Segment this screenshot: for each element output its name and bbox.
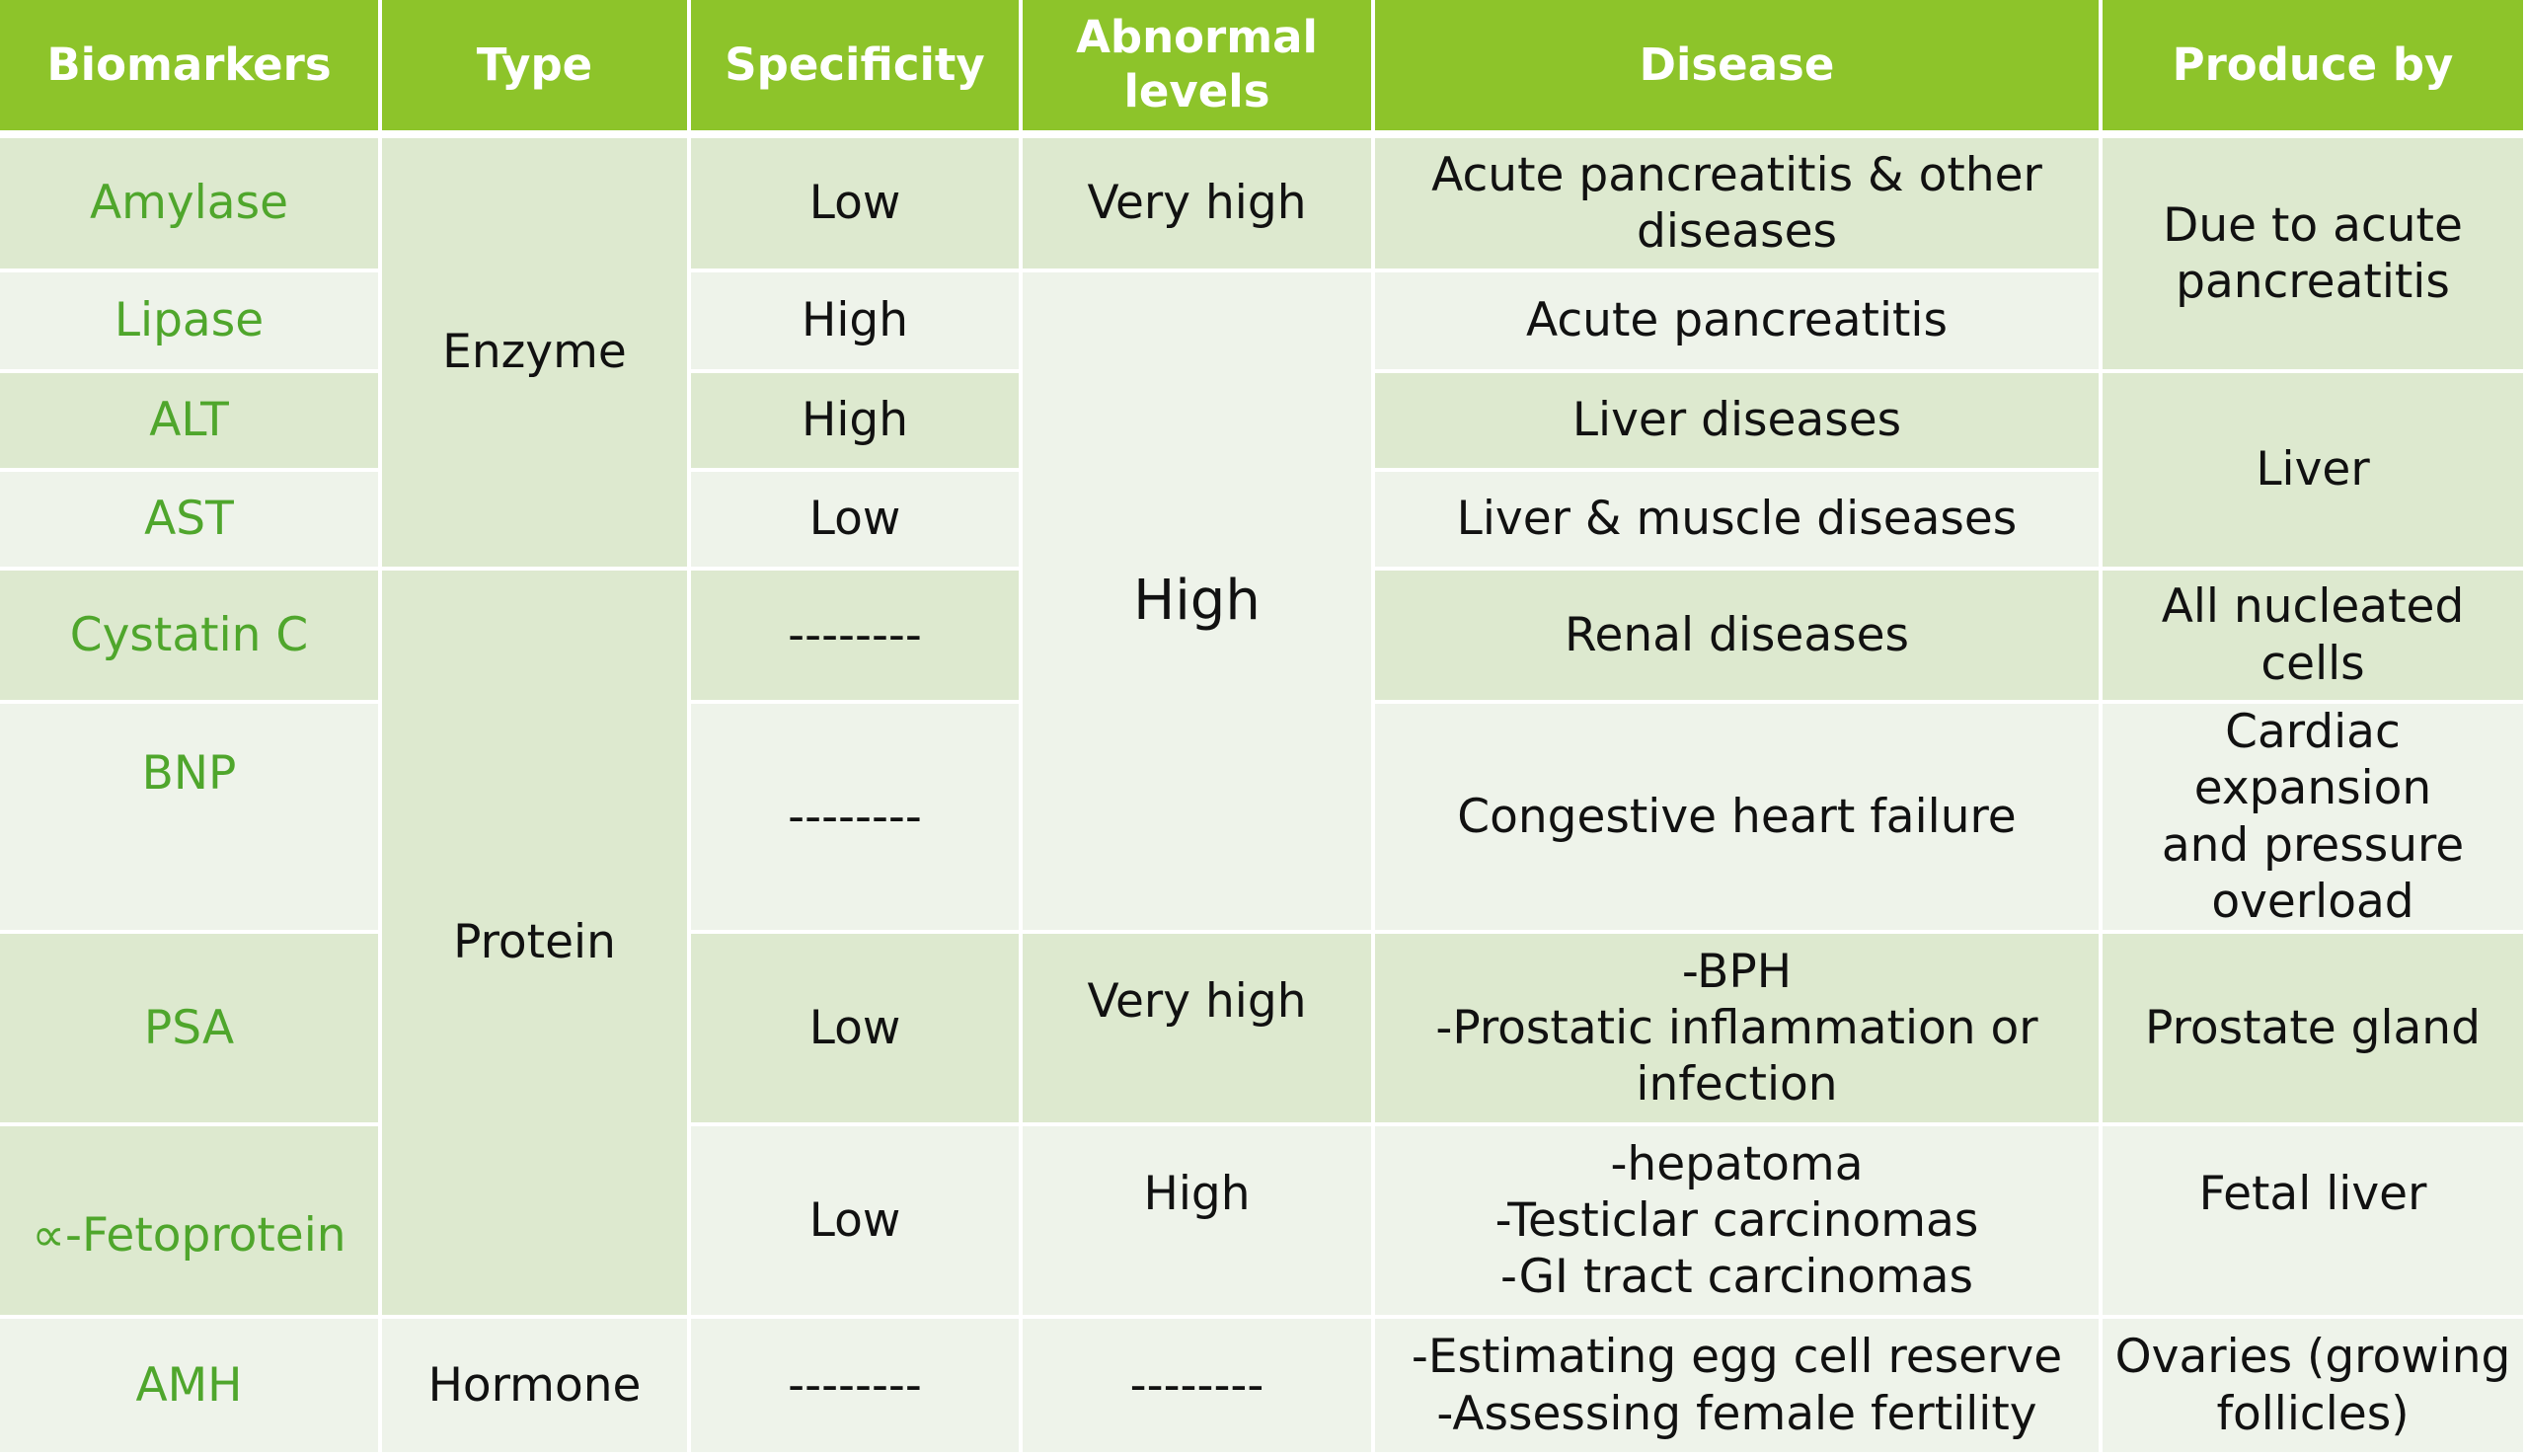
header-abnormal-levels: Abnormal levels xyxy=(1023,0,1375,138)
header-abnormal-line1: Abnormal xyxy=(1076,11,1318,64)
biomarker-cell: PSA xyxy=(0,934,382,1127)
disease-cell: -BPH -Prostatic inflammation or infectio… xyxy=(1375,934,2103,1127)
abnormal-cell: Very high xyxy=(1023,138,1375,272)
produce-cell-prostate: Prostate gland xyxy=(2103,934,2527,1127)
table-row: Cystatin C Protein -------- Renal diseas… xyxy=(0,571,2527,1320)
produce-cell-cardiac: Cardiac expansion and pressure overload xyxy=(2103,704,2527,935)
specificity-cell: Low xyxy=(691,138,1023,272)
table-row: Amylase Enzyme Low Very high Acute pancr… xyxy=(0,138,2527,571)
biomarker-cell: ∝-Fetoprotein xyxy=(0,1126,382,1320)
header-disease: Disease xyxy=(1375,0,2103,138)
disease-line: infection xyxy=(1636,1057,1838,1112)
type-cell-hormone: Hormone xyxy=(382,1319,691,1456)
disease-line: -Assessing female fertility xyxy=(1436,1386,2037,1441)
specificity-cell: Low xyxy=(691,934,1023,1127)
abnormal-cell: Very high xyxy=(1023,934,1375,1127)
abnormal-cell: High xyxy=(1023,1126,1375,1320)
specificity-cell: High xyxy=(691,272,1023,373)
produce-line: pancreatitis xyxy=(2176,255,2450,309)
disease-cell: Acute pancreatitis & other diseases xyxy=(1375,138,2103,272)
disease-cell: Liver diseases xyxy=(1375,373,2103,472)
biomarker-cell: Lipase xyxy=(0,272,382,373)
header-biomarkers: Biomarkers xyxy=(0,0,382,138)
specificity-cell: Low xyxy=(691,472,1023,571)
biomarker-cell: BNP xyxy=(0,704,382,935)
specificity-cell: -------- xyxy=(691,704,1023,935)
header-type: Type xyxy=(382,0,691,138)
table-row: ∝-Fetoprotein Low High -hepatoma -Testic… xyxy=(0,1126,2527,1320)
table-row: AMH Hormone -------- -------- -Estimatin… xyxy=(0,1319,2527,1456)
produce-cell-ovaries: Ovaries (growing follicles) xyxy=(2103,1319,2527,1456)
disease-line: -Estimating egg cell reserve xyxy=(1411,1330,2063,1385)
specificity-cell: High xyxy=(691,373,1023,472)
disease-cell: -hepatoma -Testiclar carcinomas -GI trac… xyxy=(1375,1126,2103,1320)
type-cell-protein: Protein xyxy=(382,571,691,1320)
produce-cell-fetal: Fetal liver xyxy=(2103,1126,2527,1320)
abnormal-cell-merged: High xyxy=(1023,272,1375,935)
disease-cell: Renal diseases xyxy=(1375,571,2103,704)
biomarker-cell: ALT xyxy=(0,373,382,472)
disease-cell: Congestive heart failure xyxy=(1375,704,2103,935)
disease-cell: Acute pancreatitis xyxy=(1375,272,2103,373)
table-row: ALT High Liver diseases Liver xyxy=(0,373,2527,571)
produce-cell-liver: Liver xyxy=(2103,373,2527,571)
produce-cell-pancreas: Due to acute pancreatitis xyxy=(2103,138,2527,373)
produce-cell-nucleated: All nucleated cells xyxy=(2103,571,2527,704)
disease-line: -BPH xyxy=(1681,944,1793,999)
produce-line: Due to acute xyxy=(2163,197,2463,253)
specificity-cell: Low xyxy=(691,1126,1023,1320)
biomarker-cell: Amylase xyxy=(0,138,382,272)
disease-line: Acute pancreatitis & other xyxy=(1431,147,2042,202)
table-row: AST Low Liver & muscle diseases xyxy=(0,472,2527,571)
produce-line: Cardiac expansion xyxy=(2193,705,2432,816)
header-produce-by: Produce by xyxy=(2103,0,2527,138)
disease-line: diseases xyxy=(1637,204,1837,259)
produce-line: overload xyxy=(2211,874,2414,929)
table-row: Lipase High High Acute pancreatitis xyxy=(0,272,2527,935)
produce-line: All nucleated xyxy=(2161,579,2465,635)
table-row: BNP -------- Congestive heart failure Ca… xyxy=(0,704,2527,935)
abnormal-cell: -------- xyxy=(1023,1319,1375,1456)
biomarker-cell: AMH xyxy=(0,1319,382,1456)
produce-line: cells xyxy=(2260,636,2365,691)
produce-line: and pressure xyxy=(2161,817,2465,873)
header-row: Biomarkers Type Specificity Abnormal lev… xyxy=(0,0,2527,138)
header-specificity: Specificity xyxy=(691,0,1023,138)
specificity-cell: -------- xyxy=(691,571,1023,704)
produce-line: follicles) xyxy=(2216,1386,2410,1441)
disease-line: -hepatoma xyxy=(1610,1136,1864,1191)
disease-line: -Testiclar carcinomas xyxy=(1494,1193,1979,1249)
table-row: PSA Low Very high -BPH -Prostatic inflam… xyxy=(0,934,2527,1127)
produce-line: Ovaries (growing xyxy=(2114,1330,2511,1385)
disease-cell: Liver & muscle diseases xyxy=(1375,472,2103,571)
biomarker-cell: Cystatin C xyxy=(0,571,382,704)
biomarker-cell: AST xyxy=(0,472,382,571)
specificity-cell: -------- xyxy=(691,1319,1023,1456)
type-cell-enzyme: Enzyme xyxy=(382,138,691,571)
disease-line: -GI tract carcinomas xyxy=(1499,1250,1974,1305)
disease-cell: -Estimating egg cell reserve -Assessing … xyxy=(1375,1319,2103,1456)
disease-line: -Prostatic inflammation or xyxy=(1435,1001,2038,1056)
header-abnormal-line2: levels xyxy=(1123,65,1270,117)
